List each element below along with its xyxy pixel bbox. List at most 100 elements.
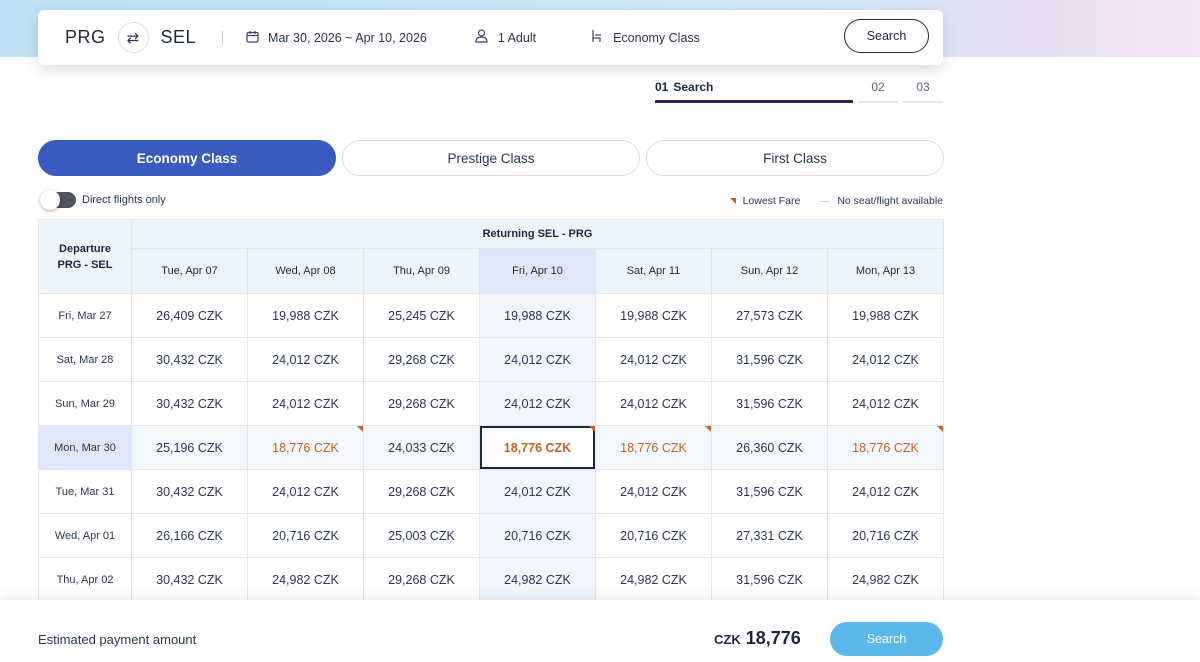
no-seat-marker-icon <box>820 200 831 202</box>
fare-value: 20,716 CZK <box>504 528 571 543</box>
bottom-bar: Estimated payment amount CZK 18,776 Searc… <box>0 600 1200 662</box>
origin-airport[interactable]: PRG <box>65 27 106 47</box>
fare-cell[interactable]: 24,012 CZK <box>595 381 712 426</box>
fare-cell[interactable]: 18,776 CZK <box>826 425 945 470</box>
fare-cell[interactable]: 19,988 CZK <box>479 293 596 338</box>
fare-cell[interactable]: 25,196 CZK <box>131 425 248 470</box>
fare-cell[interactable]: 24,982 CZK <box>479 557 596 602</box>
fare-cell[interactable]: 31,596 CZK <box>711 381 828 426</box>
divider <box>222 30 224 45</box>
flight-search-bar: PRG ⇄ SEL Mar 30, 2026 ~ Apr 10, 2026 1 … <box>38 10 943 65</box>
fare-cell[interactable]: 27,331 CZK <box>711 513 828 558</box>
fare-cell[interactable]: 24,012 CZK <box>595 469 712 514</box>
fare-cell[interactable]: 24,012 CZK <box>479 381 596 426</box>
passengers-field[interactable]: 1 Adult <box>475 29 536 46</box>
fare-cell[interactable]: 18,776 CZK <box>479 425 596 470</box>
fare-cell[interactable]: 24,012 CZK <box>595 337 712 382</box>
fare-cell[interactable]: 31,596 CZK <box>711 337 828 382</box>
fare-cell[interactable]: 18,776 CZK <box>595 425 712 470</box>
fare-cell[interactable]: 26,409 CZK <box>131 293 248 338</box>
return-date-header: Sat, Apr 11 <box>595 248 712 294</box>
fare-cell[interactable]: 25,003 CZK <box>363 513 480 558</box>
destination-airport[interactable]: SEL <box>160 27 197 47</box>
cabin-value: Economy Class <box>613 30 700 45</box>
fare-cell[interactable]: 19,988 CZK <box>595 293 712 338</box>
fare-cell[interactable]: 18,776 CZK <box>247 425 364 470</box>
fare-cell[interactable]: 24,012 CZK <box>826 469 945 514</box>
fare-value: 24,012 CZK <box>620 352 687 367</box>
fare-cell[interactable]: 20,716 CZK <box>247 513 364 558</box>
lowest-fare-marker-icon <box>357 426 363 432</box>
fare-cell[interactable]: 31,596 CZK <box>711 469 828 514</box>
fare-value: 31,596 CZK <box>736 396 803 411</box>
direct-flights-toggle[interactable]: Direct flights only <box>40 190 166 210</box>
tab-economy-class[interactable]: Economy Class <box>38 140 336 176</box>
fare-cell[interactable]: 24,012 CZK <box>247 337 364 382</box>
fare-value: 18,776 CZK <box>272 440 339 455</box>
fare-value: 24,982 CZK <box>504 572 571 587</box>
fare-cell[interactable]: 30,432 CZK <box>131 337 248 382</box>
tab-first-class[interactable]: First Class <box>646 140 944 176</box>
fare-cell[interactable]: 29,268 CZK <box>363 469 480 514</box>
fare-cell[interactable]: 20,716 CZK <box>826 513 945 558</box>
tab-prestige-class[interactable]: Prestige Class <box>342 140 640 176</box>
total-amount: CZK 18,776 <box>714 628 801 649</box>
fare-cell[interactable]: 26,360 CZK <box>711 425 828 470</box>
toggle-switch[interactable] <box>40 190 76 210</box>
fare-value: 19,988 CZK <box>272 308 339 323</box>
swap-icon[interactable]: ⇄ <box>117 22 149 53</box>
fare-cell[interactable]: 24,033 CZK <box>363 425 480 470</box>
fare-cell[interactable]: 24,982 CZK <box>247 557 364 602</box>
step-indicator: 01 Search 02 03 <box>655 80 943 103</box>
return-date-header: Tue, Apr 07 <box>131 248 248 294</box>
search-button-top[interactable]: Search <box>844 19 929 53</box>
fare-value: 30,432 CZK <box>156 484 223 499</box>
return-date-row: Tue, Apr 07 Wed, Apr 08 Thu, Apr 09 Fri, Ap… <box>39 248 945 294</box>
fare-cell[interactable]: 19,988 CZK <box>247 293 364 338</box>
table-row: Fri, Mar 27 26,409 CZK 19,988 CZK 25,245 CZ… <box>38 293 945 338</box>
fare-value: 18,776 CZK <box>620 440 687 455</box>
departure-date-cell: Thu, Apr 02 <box>38 557 132 602</box>
fare-cell[interactable]: 27,573 CZK <box>711 293 828 338</box>
currency: CZK <box>714 632 741 647</box>
fare-value: 31,596 CZK <box>736 484 803 499</box>
fare-value: 26,409 CZK <box>156 308 223 323</box>
cabin-field[interactable]: Economy Class <box>590 29 700 46</box>
fare-cell[interactable]: 29,268 CZK <box>363 381 480 426</box>
fare-cell[interactable]: 29,268 CZK <box>363 557 480 602</box>
cabin-class-tabs: Economy Class Prestige Class First Class <box>38 140 944 176</box>
fare-cell[interactable]: 24,982 CZK <box>826 557 945 602</box>
fare-value: 24,012 CZK <box>620 484 687 499</box>
fare-value: 24,982 CZK <box>852 572 919 587</box>
fare-cell[interactable]: 30,432 CZK <box>131 381 248 426</box>
fare-cell[interactable]: 24,012 CZK <box>826 337 945 382</box>
fare-cell[interactable]: 30,432 CZK <box>131 469 248 514</box>
fare-cell[interactable]: 24,012 CZK <box>826 381 945 426</box>
fare-value: 20,716 CZK <box>852 528 919 543</box>
fare-cell[interactable]: 24,012 CZK <box>479 469 596 514</box>
fare-cell[interactable]: 24,012 CZK <box>479 337 596 382</box>
search-button-bottom[interactable]: Search <box>830 622 943 656</box>
fare-cell[interactable]: 30,432 CZK <box>131 557 248 602</box>
fare-cell[interactable]: 20,716 CZK <box>479 513 596 558</box>
fare-cell[interactable]: 20,716 CZK <box>595 513 712 558</box>
fare-value: 19,988 CZK <box>852 308 919 323</box>
fare-cell[interactable]: 26,166 CZK <box>131 513 248 558</box>
calendar-icon <box>245 30 259 46</box>
fare-value: 24,033 CZK <box>388 440 455 455</box>
fare-value: 29,268 CZK <box>388 396 455 411</box>
fare-cell[interactable]: 25,245 CZK <box>363 293 480 338</box>
fare-value: 30,432 CZK <box>156 352 223 367</box>
fare-cell[interactable]: 24,982 CZK <box>595 557 712 602</box>
fare-value: 18,776 CZK <box>852 440 919 455</box>
lowest-fare-marker-icon <box>729 198 736 204</box>
fare-cell[interactable]: 24,012 CZK <box>247 469 364 514</box>
fare-cell[interactable]: 31,596 CZK <box>711 557 828 602</box>
fare-cell[interactable]: 29,268 CZK <box>363 337 480 382</box>
fare-cell[interactable]: 19,988 CZK <box>826 293 945 338</box>
fare-cell[interactable]: 24,012 CZK <box>247 381 364 426</box>
fare-value: 24,982 CZK <box>272 572 339 587</box>
dates-field[interactable]: Mar 30, 2026 ~ Apr 10, 2026 <box>245 30 427 46</box>
fare-value: 31,596 CZK <box>736 572 803 587</box>
fare-value: 26,166 CZK <box>156 528 223 543</box>
